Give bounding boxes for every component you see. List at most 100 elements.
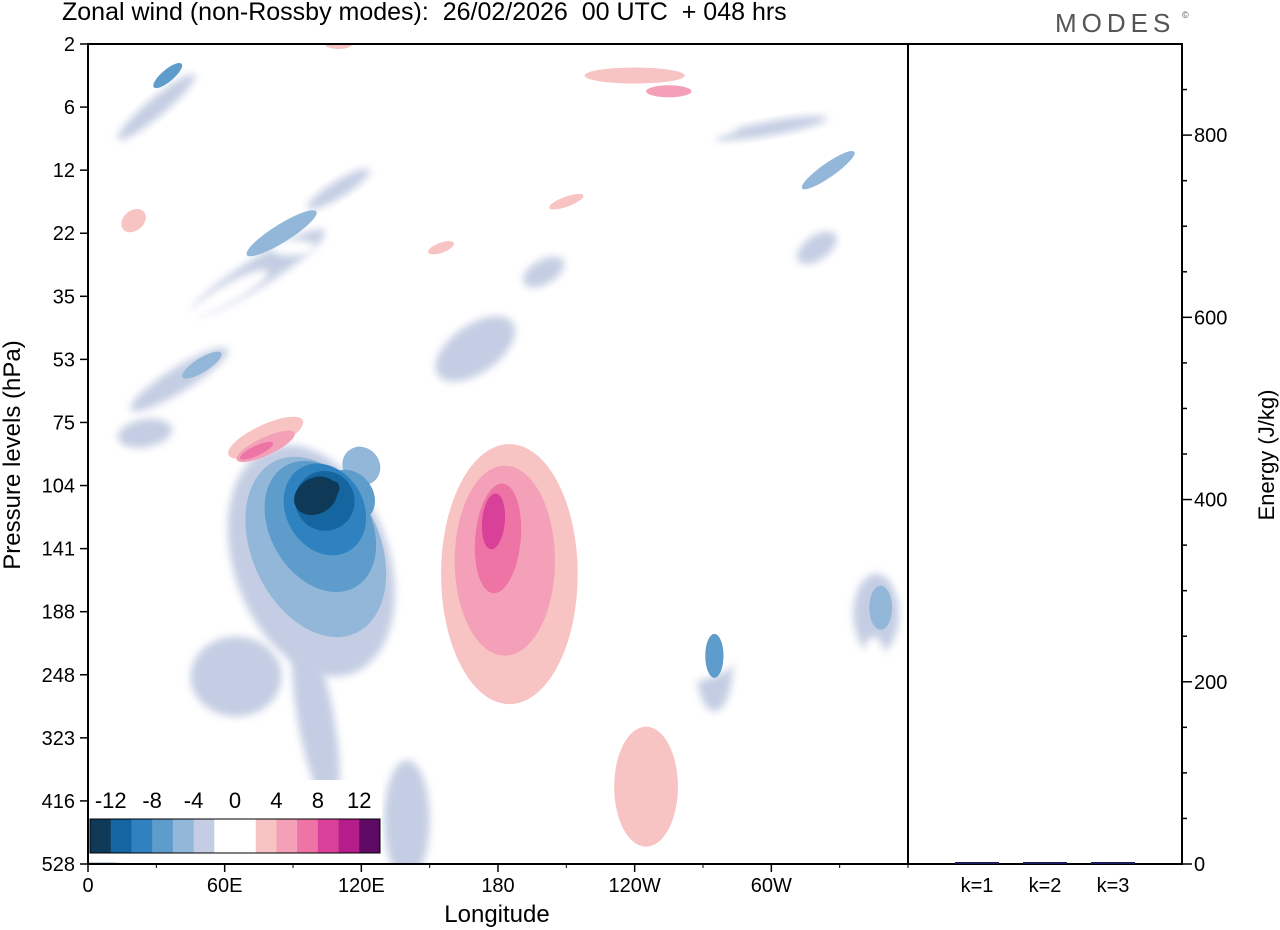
colorbar-swatch (338, 819, 360, 853)
colorbar-border (89, 818, 381, 854)
x-tick-label: 180 (481, 875, 514, 897)
colorbar-label: 4 (270, 788, 282, 813)
y-tick-label: 6 (64, 97, 75, 119)
contour-region (399, 207, 460, 234)
colorbar-swatch (214, 819, 236, 853)
energy-categories: k=1 k=2 k=3 (961, 875, 1130, 897)
contour-region (614, 726, 678, 847)
energy-bar (1023, 862, 1067, 864)
y-tick-label: 22 (53, 223, 75, 245)
x-axis-label: Longitude (444, 901, 549, 928)
colorbar-swatch (90, 819, 112, 853)
colorbar-swatch (193, 819, 215, 853)
contour-region (153, 62, 183, 89)
contour-region (516, 217, 594, 249)
colorbar-label: 8 (312, 788, 324, 813)
contour-region (180, 269, 269, 323)
energy-category-label: k=3 (1097, 875, 1130, 897)
x-tick-label: 60W (751, 875, 792, 897)
contour-region (705, 633, 724, 678)
y-tick-label: 416 (42, 791, 75, 813)
energy-bar (955, 862, 999, 864)
contour-region (577, 564, 760, 685)
energy-tick-label: 800 (1194, 125, 1227, 147)
energy-tick-label: 0 (1194, 854, 1205, 876)
colorbar-label: -12 (95, 788, 127, 813)
colorbar-swatch (235, 819, 257, 853)
chart-title: Zonal wind (non-Rossby modes): 26/02/202… (62, 0, 787, 26)
contour-region (117, 418, 172, 448)
contour-region (486, 114, 738, 143)
copyright-mark: © (1182, 10, 1189, 20)
y-tick-label: 141 (42, 539, 75, 561)
energy-tick-label: 200 (1194, 672, 1227, 694)
colorbar-label: -4 (184, 788, 204, 813)
x-tick-label: 120E (338, 875, 385, 897)
y-tick-label: 248 (42, 665, 75, 687)
colorbar-swatch (131, 819, 153, 853)
contour-region (221, 208, 274, 233)
contour-region (801, 150, 855, 190)
contour-region (118, 246, 171, 298)
contour-region (324, 44, 353, 49)
colorbar-swatch (110, 819, 132, 853)
brand-logo: MODES (1055, 8, 1176, 38)
contour-region (481, 493, 506, 550)
contour-region (522, 256, 565, 288)
contour-region (646, 85, 692, 98)
energy-category-label: k=1 (961, 875, 994, 897)
contour-region (869, 585, 893, 630)
contour-region (800, 293, 856, 334)
zonal-wind-contour-map (88, 44, 908, 864)
energy-tick-label: 600 (1194, 307, 1227, 329)
x-axis: 0 60E 120E 180 120W 60W (82, 864, 909, 897)
contour-region (549, 193, 584, 210)
y-tick-label: 75 (53, 412, 75, 434)
colorbar-swatch (276, 819, 298, 853)
colorbar-swatch (152, 819, 174, 853)
y-tick-label: 104 (42, 476, 75, 498)
energy-category-label: k=2 (1029, 875, 1062, 897)
contour-region (797, 231, 837, 265)
contour-region (882, 254, 908, 291)
contour-region (652, 235, 699, 260)
contour-region (839, 455, 886, 536)
energy-axis-label: Energy (J/kg) (1254, 390, 1279, 521)
y-tick-label: 12 (53, 160, 75, 182)
contour-region (246, 210, 317, 257)
contour-region (182, 351, 222, 379)
y-tick-label: 528 (42, 854, 75, 876)
y-tick-label: 188 (42, 602, 75, 624)
y-tick-label: 2 (64, 34, 75, 56)
colorbar-label: -8 (142, 788, 162, 813)
contour-region (306, 51, 371, 68)
colorbar-label: 0 (229, 788, 241, 813)
y-axis-label: Pressure levels (hPa) (0, 340, 26, 569)
contour-region (310, 480, 340, 505)
colorbar: -12 -8 -4 0 4 8 12 (88, 780, 382, 862)
contour-region (860, 636, 888, 717)
contour-region (673, 319, 710, 344)
contour-region (291, 629, 340, 808)
contour-region (384, 760, 430, 864)
contour-region (270, 239, 316, 256)
y-tick-label: 53 (53, 349, 75, 371)
energy-bars (955, 862, 1135, 864)
colorbar-swatch (172, 819, 195, 853)
contour-region (337, 256, 386, 288)
x-tick-label: 120W (609, 875, 661, 897)
colorbar-label: 12 (347, 788, 371, 813)
contour-region (190, 636, 282, 717)
energy-panel-frame (907, 43, 1183, 865)
y-tick-label: 35 (53, 286, 75, 308)
contour-region (584, 67, 685, 84)
contour-region (435, 316, 515, 382)
y-axis-right: 0 200 400 600 800 (1182, 88, 1227, 876)
colorbar-swatch (297, 819, 319, 853)
colorbar-swatch (255, 819, 277, 853)
contour-region (121, 208, 146, 233)
contour-region (117, 74, 196, 141)
contour-region (715, 116, 828, 141)
x-tick-label: 0 (82, 875, 93, 897)
